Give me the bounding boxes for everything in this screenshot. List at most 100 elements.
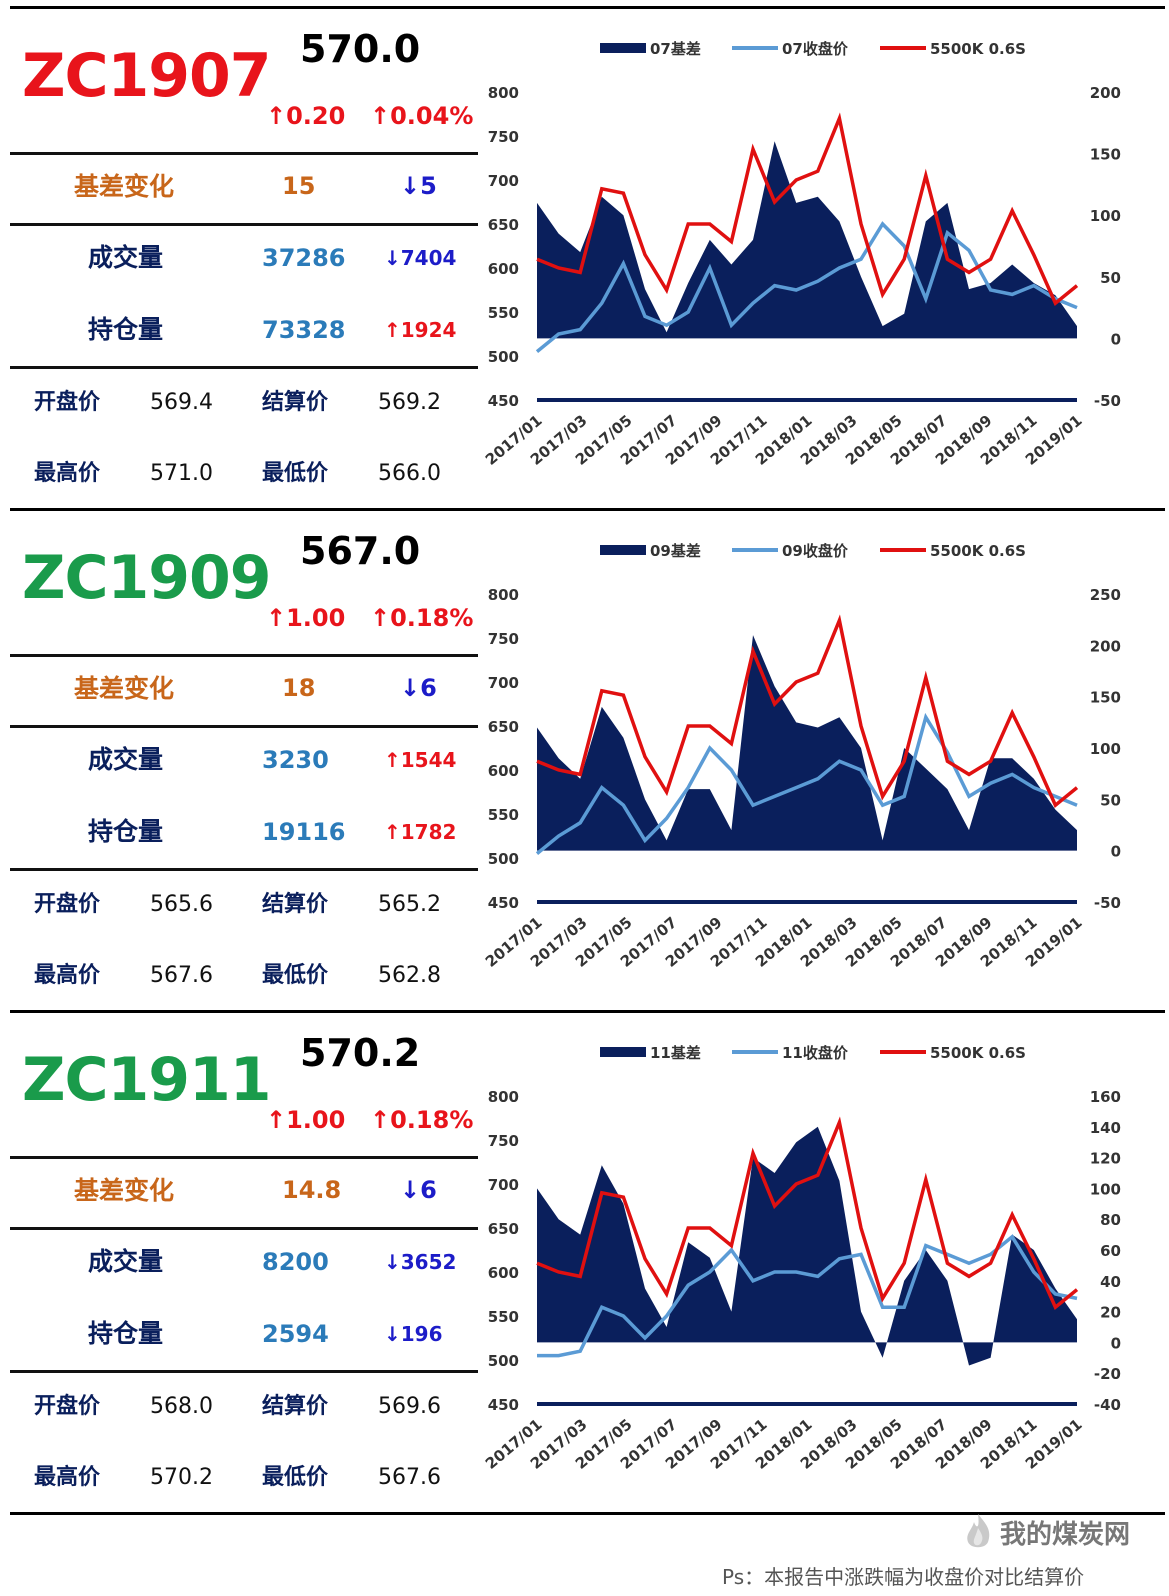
y-left-tick: 800 <box>488 84 519 102</box>
legend-swatch <box>600 545 646 555</box>
open-price-value: 569.4 <box>150 390 213 415</box>
y-right-tick: 20 <box>1100 1304 1121 1322</box>
basis-area <box>537 635 1077 851</box>
contract-panel: ZC1911 570.2 ↑1.00 ↑0.18% 基差变化 14.8 ↓6 成交量 8200 ↓… <box>0 1014 1169 1514</box>
price-change-pct: ↑0.18% <box>370 1106 474 1134</box>
open-interest-delta: ↑1782 <box>384 820 457 844</box>
basis-change-label: 基差变化 <box>74 674 175 703</box>
table-rule <box>10 868 478 871</box>
low-price-value: 567.6 <box>378 1465 441 1490</box>
basis-area <box>537 1126 1077 1366</box>
table-rule <box>10 725 478 728</box>
y-left-tick: 500 <box>488 1352 519 1370</box>
high-price-label: 最高价 <box>34 963 101 988</box>
y-right-tick: 150 <box>1090 689 1121 707</box>
settle-price-label: 结算价 <box>262 892 329 917</box>
close-price-line <box>535 221 1078 353</box>
open-interest-label: 持仓量 <box>88 315 164 344</box>
legend-label: 07基差 <box>650 40 701 58</box>
price-change-pct: ↑0.04% <box>370 102 474 130</box>
open-interest-delta: ↑1924 <box>384 318 457 342</box>
price-change-pct: ↑0.18% <box>370 604 474 632</box>
volume-value: 37286 <box>262 244 346 272</box>
legend-swatch <box>600 1047 646 1057</box>
y-left-tick: 650 <box>488 216 519 234</box>
y-right-tick: 100 <box>1090 1180 1121 1198</box>
open-interest-label: 持仓量 <box>88 817 164 846</box>
y-left-tick: 450 <box>488 1396 519 1414</box>
open-price-label: 开盘价 <box>34 390 101 415</box>
panel-divider <box>10 1010 1165 1013</box>
last-price: 567.0 <box>300 529 421 573</box>
y-left-tick: 450 <box>488 894 519 912</box>
basis-change-delta: ↓6 <box>400 674 437 702</box>
y-right-tick: -50 <box>1094 392 1121 410</box>
y-left-tick: 550 <box>488 1308 519 1326</box>
open-interest-value: 19116 <box>262 818 346 846</box>
volume-delta: ↑1544 <box>384 748 457 772</box>
basis-change-label: 基差变化 <box>74 172 175 201</box>
flame-logo-icon <box>958 1512 998 1552</box>
contract-panel: ZC1907 570.0 ↑0.20 ↑0.04% 基差变化 15 ↓5 成交量 37286 ↓7… <box>0 10 1169 510</box>
y-right-tick: 150 <box>1090 146 1121 164</box>
y-left-tick: 750 <box>488 1132 519 1150</box>
table-rule <box>10 1370 478 1373</box>
bottom-rule <box>10 1512 1165 1515</box>
y-left-tick: 650 <box>488 1220 519 1238</box>
y-left-tick: 700 <box>488 172 519 190</box>
open-price-label: 开盘价 <box>34 892 101 917</box>
low-price-label: 最低价 <box>262 963 329 988</box>
y-right-tick: 0 <box>1111 1334 1121 1352</box>
y-right-tick: 50 <box>1100 269 1121 287</box>
y-right-tick: 0 <box>1111 330 1121 348</box>
high-price-value: 567.6 <box>150 963 213 988</box>
volume-delta: ↓3652 <box>384 1250 457 1274</box>
open-interest-value: 2594 <box>262 1320 329 1348</box>
legend-label: 11基差 <box>650 1044 701 1062</box>
top-rule <box>10 6 1165 9</box>
basis-change-value: 18 <box>282 674 316 702</box>
high-price-value: 570.2 <box>150 1465 213 1490</box>
table-rule <box>10 366 478 369</box>
price-change: ↑1.00 <box>266 604 346 632</box>
y-left-tick: 750 <box>488 630 519 648</box>
volume-label: 成交量 <box>88 745 164 774</box>
low-price-value: 566.0 <box>378 461 441 486</box>
high-price-value: 571.0 <box>150 461 213 486</box>
legend-label: 5500K 0.6S <box>930 1044 1026 1062</box>
basis-change-value: 15 <box>282 172 316 200</box>
contract-panel: ZC1909 567.0 ↑1.00 ↑0.18% 基差变化 18 ↓6 成交量 3230 ↑15… <box>0 512 1169 1012</box>
y-right-tick: 200 <box>1090 84 1121 102</box>
spot-price-line <box>536 614 1079 809</box>
high-price-label: 最高价 <box>34 461 101 486</box>
y-left-tick: 650 <box>488 718 519 736</box>
settle-price-value: 569.6 <box>378 1394 441 1419</box>
legend-label: 07收盘价 <box>782 40 849 58</box>
close-price-line <box>537 1234 1078 1358</box>
open-interest-value: 73328 <box>262 316 346 344</box>
y-left-tick: 600 <box>488 260 519 278</box>
y-right-tick: 0 <box>1111 843 1121 861</box>
open-price-label: 开盘价 <box>34 1394 101 1419</box>
settle-price-label: 结算价 <box>262 1394 329 1419</box>
spot-price-line <box>536 112 1079 307</box>
legend-swatch <box>600 43 646 53</box>
spot-price-line <box>536 1116 1079 1311</box>
table-rule <box>10 1156 478 1159</box>
y-right-tick: 200 <box>1090 637 1121 655</box>
open-interest-label: 持仓量 <box>88 1319 164 1348</box>
y-right-tick: 120 <box>1090 1150 1121 1168</box>
price-change: ↑0.20 <box>266 102 346 130</box>
open-interest-delta: ↓196 <box>384 1322 443 1346</box>
y-right-tick: 140 <box>1090 1119 1121 1137</box>
y-right-tick: 250 <box>1090 586 1121 604</box>
table-rule <box>10 223 478 226</box>
contract-code: ZC1907 <box>22 41 272 111</box>
contract-code: ZC1909 <box>22 543 272 613</box>
basis-change-value: 14.8 <box>282 1176 342 1204</box>
y-left-tick: 600 <box>488 762 519 780</box>
y-left-tick: 800 <box>488 1088 519 1106</box>
open-price-value: 568.0 <box>150 1394 213 1419</box>
open-price-value: 565.6 <box>150 892 213 917</box>
low-price-label: 最低价 <box>262 1465 329 1490</box>
